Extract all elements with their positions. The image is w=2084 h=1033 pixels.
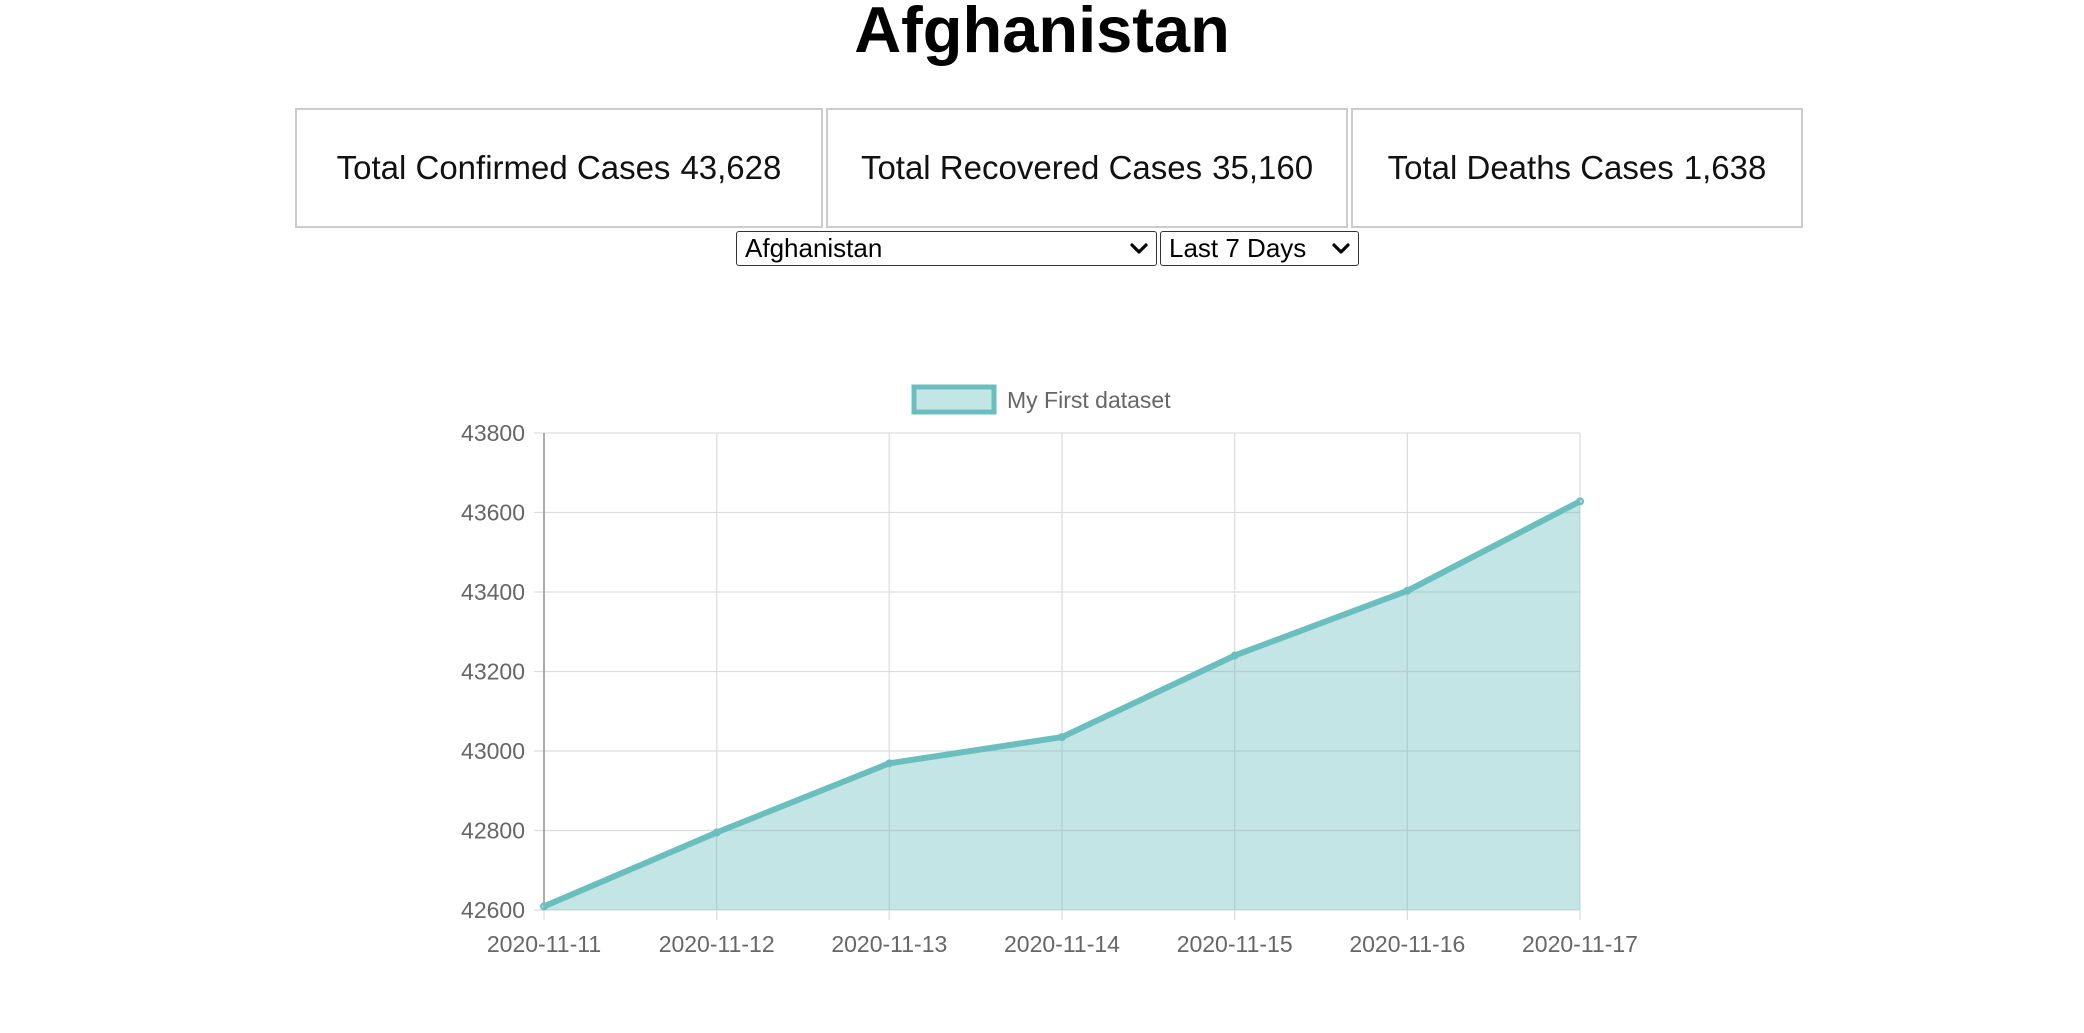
data-point bbox=[540, 902, 548, 911]
x-tick-label: 2020-11-16 bbox=[1349, 931, 1465, 957]
recovered-cases-card: Total Recovered Cases 35,160 bbox=[826, 108, 1348, 228]
confirmed-cases-card: Total Confirmed Cases 43,628 bbox=[295, 108, 823, 228]
series-area-fill bbox=[544, 501, 1580, 910]
country-select-value: Afghanistan bbox=[745, 233, 883, 263]
y-tick-label: 43200 bbox=[461, 659, 525, 685]
deaths-cases-label: Total Deaths Cases bbox=[1387, 149, 1674, 186]
x-tick-label: 2020-11-15 bbox=[1177, 931, 1293, 957]
y-tick-label: 43800 bbox=[461, 420, 525, 446]
filter-controls: Afghanistan Last 7 Days bbox=[736, 231, 1359, 266]
date-range-select[interactable]: Last 7 Days bbox=[1160, 231, 1359, 266]
chevron-down-icon bbox=[1130, 242, 1148, 254]
y-tick-label: 43400 bbox=[461, 579, 525, 605]
data-point bbox=[885, 759, 894, 768]
country-select[interactable]: Afghanistan bbox=[736, 231, 1157, 266]
x-tick-label: 2020-11-13 bbox=[831, 931, 947, 957]
date-range-select-value: Last 7 Days bbox=[1169, 233, 1307, 263]
x-tick-label: 2020-11-12 bbox=[659, 931, 775, 957]
page-title: Afghanistan bbox=[854, 0, 1230, 66]
data-point bbox=[1576, 497, 1584, 506]
deaths-cases-value: 1,638 bbox=[1683, 149, 1767, 186]
data-point bbox=[712, 828, 721, 837]
data-point bbox=[1230, 651, 1239, 660]
chevron-down-icon bbox=[1332, 242, 1350, 254]
confirmed-cases-value: 43,628 bbox=[680, 149, 782, 186]
stats-row: Total Confirmed Cases 43,628 Total Recov… bbox=[295, 108, 1803, 228]
legend-label[interactable]: My First dataset bbox=[1007, 387, 1171, 413]
x-tick-label: 2020-11-11 bbox=[487, 931, 601, 957]
data-point bbox=[1058, 733, 1066, 742]
deaths-cases-card: Total Deaths Cases 1,638 bbox=[1351, 108, 1803, 228]
y-tick-label: 42600 bbox=[461, 897, 525, 923]
data-point bbox=[1403, 586, 1412, 595]
legend-swatch[interactable] bbox=[911, 384, 997, 415]
recovered-cases-value: 35,160 bbox=[1212, 149, 1314, 186]
y-tick-label: 43600 bbox=[461, 500, 525, 526]
recovered-cases-label: Total Recovered Cases bbox=[860, 149, 1203, 186]
y-tick-label: 43000 bbox=[461, 738, 525, 764]
y-tick-label: 42800 bbox=[461, 818, 525, 844]
x-tick-label: 2020-11-17 bbox=[1522, 931, 1638, 957]
confirmed-cases-label: Total Confirmed Cases bbox=[336, 149, 671, 186]
x-tick-label: 2020-11-14 bbox=[1004, 931, 1120, 957]
series-line bbox=[542, 498, 1582, 910]
